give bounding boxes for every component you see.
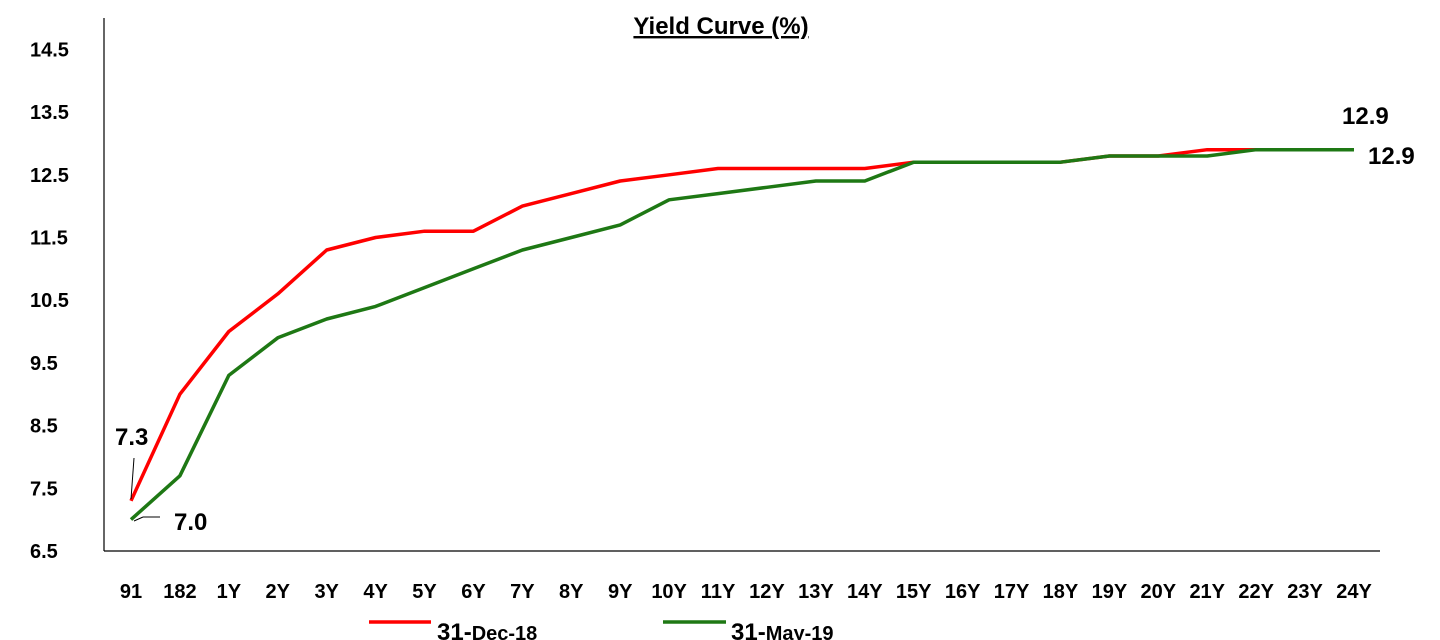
x-tick-label: 23Y [1287,581,1323,603]
x-tick-label: 13Y [798,581,834,603]
x-tick-label: 17Y [994,581,1030,603]
x-tick-label: 12Y [749,581,785,603]
y-tick-label: 10.5 [30,290,69,312]
legend-label-dec: 31-Dec-18 [437,619,537,640]
legend-label-may-small: May-19 [766,623,834,640]
x-tick-label: 5Y [412,581,437,603]
x-tick-label: 19Y [1092,581,1128,603]
x-tick-label: 11Y [701,581,736,603]
series-lines [129,147,1354,521]
data-label-may-first: 7.0 [174,509,207,536]
legend: 31-Dec-18 31-May-19 [369,619,834,640]
legend-label-dec-main: 31- [437,619,472,640]
x-tick-label: 9Y [608,581,633,603]
x-tick-label: 1Y [217,581,242,603]
data-label-dec-last: 12.9 [1342,103,1389,130]
x-tick-label: 16Y [945,581,981,603]
y-tick-labels: 14.5 13.5 12.5 11.5 10.5 9.5 8.5 7.5 6.5 [30,39,69,563]
x-tick-label: 6Y [461,581,486,603]
chart-title: Yield Curve (%) [633,13,808,40]
series-line-may-19 [129,147,1354,521]
x-tick-label: 2Y [266,581,291,603]
y-tick-label: 14.5 [30,39,69,61]
legend-label-may-main: 31- [731,619,766,640]
y-tick-label: 11.5 [30,227,68,249]
x-tick-label: 24Y [1336,581,1372,603]
y-tick-label: 6.5 [30,541,58,563]
data-label-dec-first: 7.3 [115,424,148,451]
x-tick-label: 14Y [847,581,883,603]
legend-label-dec-small: Dec-18 [472,623,538,640]
x-tick-label: 4Y [363,581,388,603]
x-tick-label: 7Y [510,581,535,603]
x-tick-label: 91 [120,581,142,603]
x-tick-label: 18Y [1043,581,1079,603]
may-first-leader-line [133,516,144,522]
x-tick-label: 22Y [1238,581,1274,603]
x-tick-label: 10Y [651,581,687,603]
x-tick-label: 21Y [1189,581,1225,603]
data-label-may-last: 12.9 [1368,143,1415,170]
x-tick-labels: 91 182 1Y 2Y 3Y 4Y 5Y 6Y 7Y 8Y 9Y 10Y 11Y 12Y 13Y 14Y 15… [120,581,1373,603]
y-tick-label: 8.5 [30,416,58,438]
x-tick-label: 3Y [314,581,339,603]
x-tick-label: 15Y [896,581,932,603]
x-tick-label: 182 [163,581,196,603]
legend-label-may: 31-May-19 [731,619,834,640]
x-tick-label: 20Y [1141,581,1177,603]
y-tick-label: 7.5 [30,478,58,500]
dec-first-leader-line [130,457,135,500]
x-tick-label: 8Y [559,581,584,603]
y-tick-label: 12.5 [30,165,69,187]
y-tick-label: 13.5 [30,102,69,124]
y-tick-label: 9.5 [30,353,58,375]
